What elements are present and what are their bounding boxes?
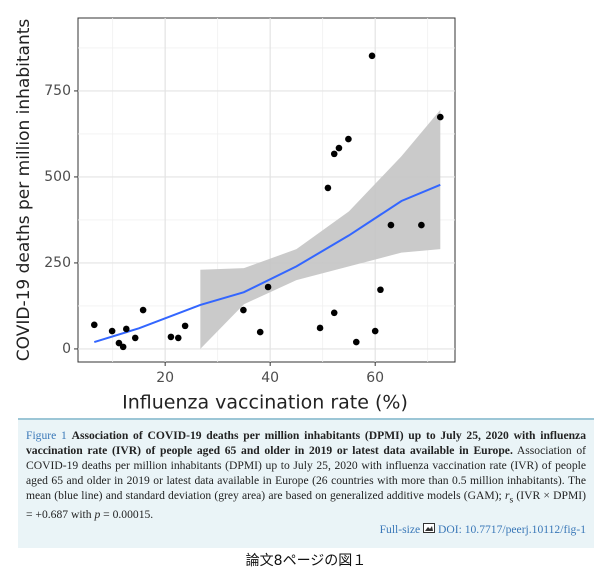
links: Full-size DOI: 10.7717/peerj.10112/fig-1 [26, 522, 586, 537]
caption-body: Association of COVID-19 deaths per milli… [26, 444, 586, 502]
point [335, 144, 343, 152]
stat-subscript: s [509, 494, 514, 506]
image-icon [423, 523, 436, 534]
p-symbol: p [94, 508, 101, 522]
caption-title: Association of COVID-19 deaths per milli… [26, 429, 586, 457]
x-tick-label: 40 [261, 370, 279, 386]
point [90, 321, 98, 329]
point [123, 325, 130, 333]
point [330, 309, 338, 317]
point [256, 328, 264, 336]
stat-symbol: r [504, 489, 510, 502]
y-tick-label: 0 [62, 341, 71, 357]
point [324, 184, 332, 192]
chart: COVID-19 deaths per million inhabitants … [14, 17, 456, 414]
y-axis-title: COVID-19 deaths per million inhabitants [14, 19, 34, 362]
point [345, 135, 352, 143]
stat-text: (IVR × DPMI) = +0.687 with [26, 489, 586, 522]
x-axis-title: Influenza vaccination rate (%) [122, 392, 408, 414]
point [115, 339, 123, 347]
sd-band [200, 109, 441, 349]
figure-label: Figure 1 [26, 429, 67, 442]
doi-link[interactable]: DOI: 10.7717/peerj.10112/fig-1 [437, 523, 586, 537]
y-tick-label: 750 [44, 83, 71, 99]
point [352, 338, 360, 346]
fit-line [93, 183, 441, 344]
point [240, 306, 247, 314]
point [371, 327, 379, 335]
full-size-link[interactable]: Full-size [379, 523, 421, 537]
point [119, 343, 127, 351]
point [139, 306, 147, 314]
point [387, 221, 395, 229]
point [316, 324, 324, 332]
point [377, 286, 384, 294]
caption: Figure 1 Association of COVID-19 deaths … [18, 418, 594, 548]
point [181, 322, 189, 330]
p-value: = 0.00015. [100, 508, 154, 522]
plot-layer [78, 18, 455, 362]
point [131, 334, 139, 342]
point [174, 334, 182, 342]
point [167, 333, 175, 341]
y-tick-label: 500 [44, 169, 71, 185]
point [436, 113, 444, 121]
y-tick-label: 250 [44, 255, 71, 271]
footer: 論文8ページの図１ [245, 553, 367, 569]
x-tick-label: 20 [156, 370, 174, 386]
point [108, 327, 116, 335]
point [264, 283, 272, 291]
point [418, 221, 425, 229]
point [330, 150, 338, 158]
point [368, 52, 376, 60]
x-tick-label: 60 [366, 370, 384, 386]
